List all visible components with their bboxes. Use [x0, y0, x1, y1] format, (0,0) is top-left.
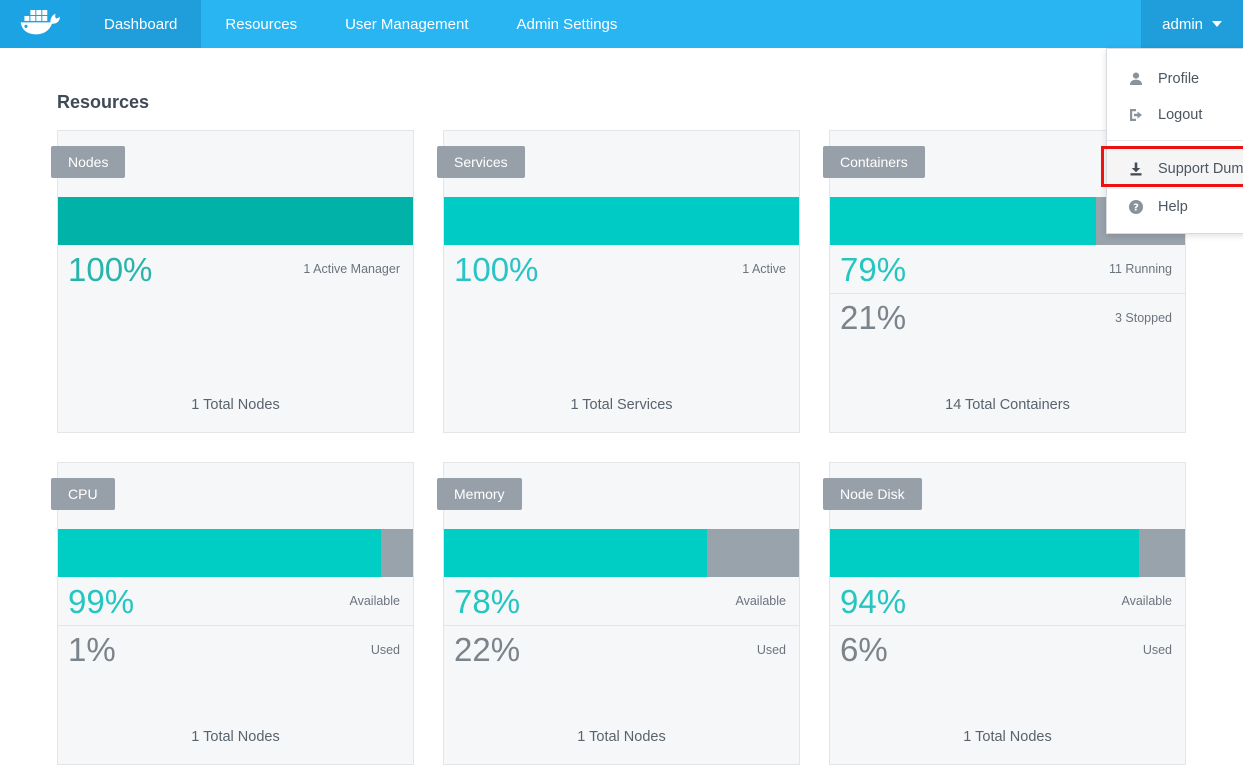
stat-label: 1 Active — [742, 262, 786, 276]
user-icon — [1128, 71, 1144, 87]
nav-tab-label: Resources — [225, 15, 298, 33]
card-services[interactable]: Services 100% 1 Active 1 Total Services — [437, 130, 800, 433]
main-content: Resources Nodes 100% 1 Active Manager 1 … — [0, 92, 1243, 765]
stat-percent: 21% — [840, 299, 907, 336]
stat-label: Available — [1121, 594, 1172, 608]
card-title-badge: Services — [437, 146, 525, 178]
top-nav-bar: Dashboard Resources User Management Admi… — [0, 0, 1243, 48]
stat-percent: 6% — [840, 631, 888, 668]
stat-percent: 100% — [454, 250, 539, 288]
menu-item-logout[interactable]: Logout — [1107, 97, 1243, 133]
stat-label: 3 Stopped — [1115, 310, 1172, 325]
nav-tab-label: Admin Settings — [516, 15, 618, 33]
stat-label: 1 Active Manager — [303, 262, 400, 276]
stat-percent: 1% — [68, 631, 116, 668]
card-cpu[interactable]: CPU 99% Available 1% Used 1 Total Nodes — [51, 462, 414, 765]
card-nodes[interactable]: Nodes 100% 1 Active Manager 1 Total Node… — [51, 130, 414, 433]
user-dropdown-menu: Profile Logout Support Dump ? Help — [1106, 48, 1243, 234]
stat-label: Available — [349, 594, 400, 608]
nav-tab-dashboard[interactable]: Dashboard — [80, 0, 202, 48]
progress-bar-fill — [830, 197, 1097, 245]
stat-row: 100% 1 Active — [444, 245, 799, 293]
svg-text:?: ? — [1133, 203, 1139, 214]
menu-item-label: Support Dump — [1158, 161, 1243, 177]
stat-label: Used — [1142, 642, 1172, 657]
progress-bar — [444, 529, 799, 577]
nav-tab-admin-settings[interactable]: Admin Settings — [493, 0, 642, 48]
stat-row: 99% Available — [58, 577, 413, 625]
card-title-badge: CPU — [51, 478, 115, 510]
stat-percent: 99% — [68, 582, 135, 620]
card-title-badge: Containers — [823, 146, 925, 178]
progress-bar — [58, 197, 413, 245]
nav-tab-user-management[interactable]: User Management — [321, 0, 492, 48]
chevron-down-icon — [1212, 21, 1222, 27]
menu-item-support-dump[interactable]: Support Dump — [1107, 149, 1243, 189]
stat-percent: 100% — [68, 250, 153, 288]
card-title-badge: Node Disk — [823, 478, 922, 510]
docker-logo-button[interactable] — [0, 0, 80, 48]
menu-item-label: Logout — [1158, 107, 1203, 123]
stat-row: 6% Used — [830, 625, 1185, 673]
stat-row: 21% 3 Stopped — [830, 293, 1185, 341]
menu-item-help[interactable]: ? Help — [1107, 189, 1243, 225]
card-memory[interactable]: Memory 78% Available 22% Used 1 Total No… — [437, 462, 800, 765]
card-total-label: 14 Total Containers — [945, 397, 1070, 413]
resource-cards-grid: Nodes 100% 1 Active Manager 1 Total Node… — [51, 130, 1186, 765]
stat-percent: 22% — [454, 631, 521, 668]
download-icon — [1128, 161, 1144, 177]
stat-row: 94% Available — [830, 577, 1185, 625]
menu-item-label: Help — [1158, 199, 1188, 215]
stat-label: Used — [756, 642, 786, 657]
card-total-label: 1 Total Nodes — [191, 729, 280, 745]
help-icon: ? — [1128, 199, 1144, 215]
card-total-label: 1 Total Nodes — [577, 729, 666, 745]
stat-row: 100% 1 Active Manager — [58, 245, 413, 293]
card-title-badge: Nodes — [51, 146, 126, 178]
nav-tab-label: User Management — [345, 15, 469, 33]
progress-bar — [58, 529, 413, 577]
card-node-disk[interactable]: Node Disk 94% Available 6% Used 1 Total … — [823, 462, 1186, 765]
stat-label: Used — [370, 642, 400, 657]
progress-bar-fill — [444, 529, 707, 577]
page-title: Resources — [57, 92, 150, 112]
nav-tab-label: Dashboard — [104, 15, 178, 33]
stat-row: 79% 11 Running — [830, 245, 1185, 293]
card-total-label: 1 Total Nodes — [191, 397, 280, 413]
stat-row: 22% Used — [444, 625, 799, 673]
logout-icon — [1128, 107, 1144, 123]
nav-spacer — [641, 0, 1141, 48]
card-total-label: 1 Total Nodes — [963, 729, 1052, 745]
menu-item-label: Profile — [1158, 71, 1200, 87]
username-label: admin — [1162, 15, 1203, 33]
progress-bar-fill — [444, 197, 799, 245]
card-total-label: 1 Total Services — [570, 397, 673, 413]
nav-tabs: Dashboard Resources User Management Admi… — [80, 0, 641, 48]
menu-item-profile[interactable]: Profile — [1107, 61, 1243, 97]
progress-bar-fill — [830, 529, 1139, 577]
menu-divider — [1107, 140, 1243, 141]
stat-row: 78% Available — [444, 577, 799, 625]
stat-label: 11 Running — [1108, 262, 1172, 276]
stat-label: Available — [735, 594, 786, 608]
stat-percent: 78% — [454, 582, 521, 620]
user-menu-button[interactable]: admin — [1141, 0, 1243, 48]
card-title-badge: Memory — [437, 478, 522, 510]
stat-row: 1% Used — [58, 625, 413, 673]
progress-bar — [444, 197, 799, 245]
progress-bar — [830, 529, 1185, 577]
docker-whale-icon — [18, 5, 62, 43]
progress-bar-fill — [58, 197, 413, 245]
stat-percent: 79% — [840, 250, 907, 288]
stat-percent: 94% — [840, 582, 907, 620]
nav-tab-resources[interactable]: Resources — [201, 0, 321, 48]
progress-bar-fill — [58, 529, 382, 577]
